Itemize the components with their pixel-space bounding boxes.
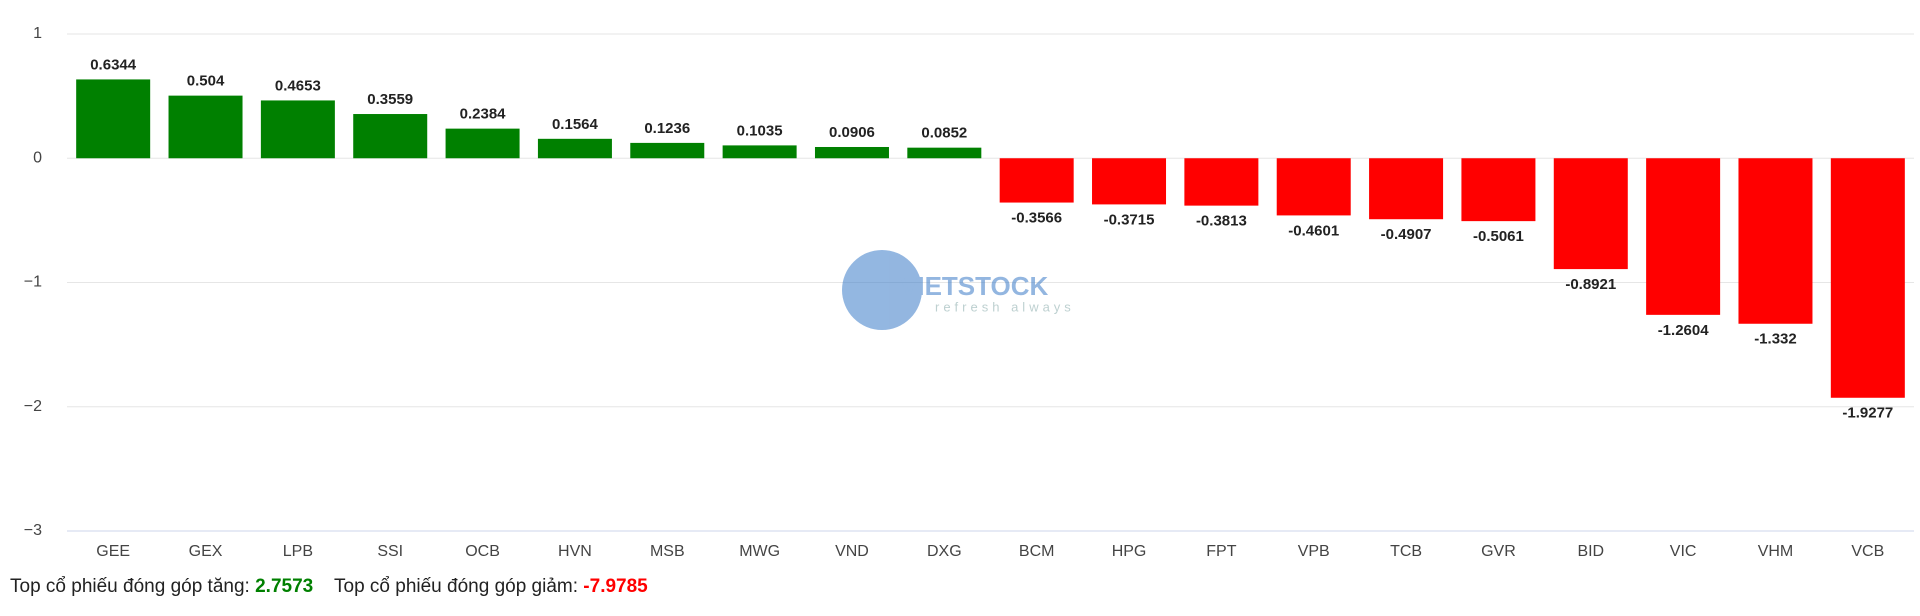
watermark-tagline: refresh always — [935, 299, 1075, 314]
x-tick-label: GEX — [189, 543, 223, 560]
bar — [1830, 158, 1905, 398]
data-label: -0.8921 — [1565, 276, 1616, 293]
x-tick-label: VIC — [1670, 543, 1697, 560]
x-tick-label: HVN — [558, 543, 592, 560]
data-label: -1.332 — [1754, 331, 1797, 348]
y-tick-label: 0 — [33, 149, 42, 166]
bar — [1461, 158, 1536, 222]
data-label: -1.2604 — [1658, 322, 1710, 339]
x-tick-label: VPB — [1298, 543, 1330, 560]
up-label: Top cổ phiếu đóng góp tăng: — [10, 576, 250, 597]
bar — [630, 142, 705, 159]
data-label: 0.504 — [187, 73, 225, 90]
x-tick-label: OCB — [465, 543, 500, 560]
bar — [907, 147, 982, 159]
down-label: Top cổ phiếu đóng góp giảm: — [334, 576, 579, 597]
watermark-text: VIETSTOCK — [900, 271, 1049, 301]
data-label: 0.1035 — [737, 122, 783, 139]
data-label: 0.0906 — [829, 124, 875, 141]
x-tick-label: DXG — [927, 543, 962, 560]
x-tick-label: MSB — [650, 543, 685, 560]
watermark-logo — [842, 250, 922, 330]
bar — [1092, 158, 1167, 205]
bar — [722, 145, 797, 159]
data-label: -0.4907 — [1381, 226, 1432, 243]
bar — [1369, 158, 1444, 220]
watermark: VIETSTOCK refresh always — [842, 250, 1075, 330]
data-label: -0.5061 — [1473, 228, 1524, 245]
data-label: -0.3715 — [1104, 211, 1155, 228]
x-tick-label: BCM — [1019, 543, 1055, 560]
x-tick-label: GVR — [1481, 543, 1516, 560]
bar — [260, 100, 335, 159]
bar — [76, 79, 151, 159]
bar — [353, 114, 428, 159]
bar — [1553, 158, 1628, 270]
x-tick-label: HPG — [1112, 543, 1147, 560]
data-label: -0.3566 — [1011, 210, 1062, 227]
data-label: 0.0852 — [921, 125, 967, 142]
data-label: -1.9277 — [1842, 405, 1893, 422]
data-label: 0.2384 — [460, 106, 507, 123]
bar — [999, 158, 1074, 203]
y-tick-label: −2 — [24, 398, 42, 415]
x-tick-label: LPB — [283, 543, 313, 560]
y-tick-label: −1 — [24, 274, 42, 291]
x-tick-label: GEE — [96, 543, 130, 560]
x-tick-label: VCB — [1851, 543, 1884, 560]
data-label: 0.1564 — [552, 116, 599, 133]
data-label: 0.3559 — [367, 91, 413, 108]
x-tick-label: VHM — [1758, 543, 1794, 560]
page: −3 −2 −1 0 1 VIETSTOCK refresh always GEE 0.6… — [10, 25, 1914, 597]
up-value: 2.7573 — [255, 576, 314, 597]
x-tick-label: FPT — [1206, 543, 1236, 560]
x-tick-label: MWG — [739, 543, 780, 560]
data-label: 0.1236 — [644, 120, 690, 137]
bar — [814, 146, 889, 159]
x-tick-label: SSI — [377, 543, 403, 560]
down-value: -7.9785 — [583, 576, 648, 597]
y-tick-label: −3 — [24, 522, 42, 539]
bar — [1646, 158, 1721, 315]
bar — [1184, 158, 1259, 206]
x-tick-label: VND — [835, 543, 869, 560]
summary: Top cổ phiếu đóng góp tăng: 2.7573 Top c… — [10, 576, 648, 598]
chart: −3 −2 −1 0 1 VIETSTOCK refresh always GEE 0.6… — [24, 25, 1914, 560]
bar — [537, 138, 612, 159]
bar — [1738, 158, 1813, 324]
bar — [445, 128, 520, 159]
data-label: -0.4601 — [1288, 222, 1339, 239]
x-tick-label: BID — [1577, 543, 1604, 560]
bar — [1276, 158, 1351, 216]
y-tick-label: 1 — [33, 25, 42, 42]
bar — [168, 95, 243, 159]
data-label: 0.6344 — [90, 56, 137, 73]
x-tick-label: TCB — [1390, 543, 1422, 560]
data-label: -0.3813 — [1196, 213, 1247, 230]
data-label: 0.4653 — [275, 77, 321, 94]
